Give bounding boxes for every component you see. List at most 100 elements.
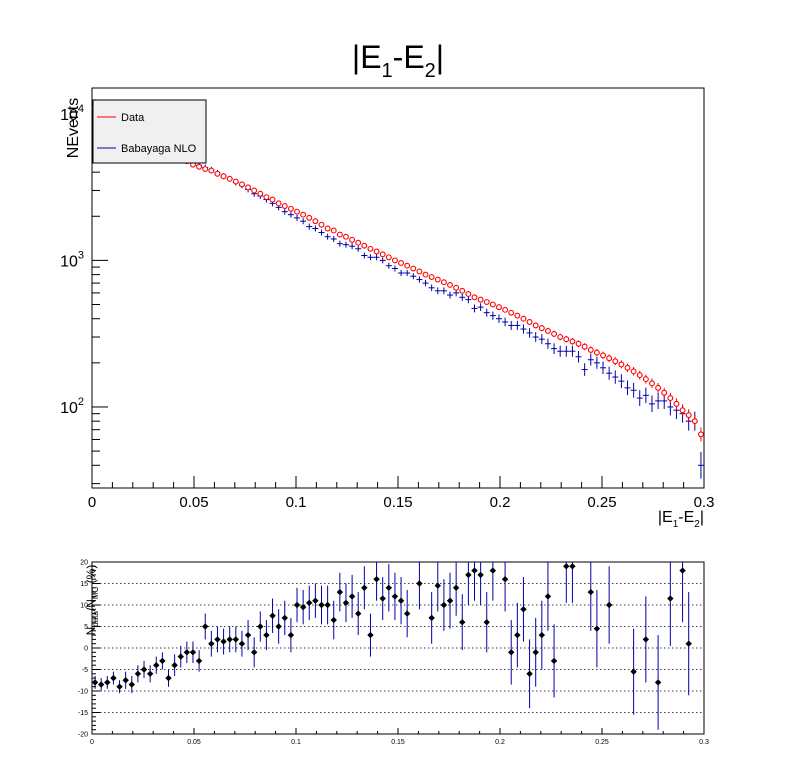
mc-point [459,293,466,301]
mc-point [489,311,496,320]
mc-point [569,345,576,357]
ratio-point-marker [532,649,539,656]
data-point [447,281,453,288]
data-point [593,348,600,357]
data-point [312,218,319,225]
data-point [649,378,655,389]
data-point-marker [655,384,662,391]
data-point-marker [269,196,276,203]
ratio-point-marker [153,662,160,669]
mc-point [697,451,704,479]
data-point [477,296,484,303]
mc-point [404,270,411,277]
data-point-marker [691,418,698,425]
ratio-point-marker [318,601,325,609]
ratio-point-marker [563,563,570,570]
ratio-point [605,566,613,644]
ratio-data-marks [91,562,692,730]
ratio-point [508,620,515,685]
data-point-marker [410,265,417,272]
ratio-point-marker [501,576,509,583]
data-point-marker [514,312,521,319]
ratio-point-marker [195,657,203,665]
mc-point [526,328,533,338]
mc-point [336,240,343,247]
ratio-point-marker [348,593,356,600]
data-point [636,370,643,380]
mc-point [532,332,539,342]
ratio-point [587,562,594,631]
data-point [275,200,282,207]
ratio-point [593,589,601,668]
data-point-marker [373,248,380,255]
data-point-marker [544,328,551,334]
mc-point [557,345,564,357]
ratio-point-marker [361,584,368,591]
chart-title: |E1-E2| [352,39,444,82]
ratio-point-marker [97,681,105,688]
data-point-marker [447,281,453,288]
mc-point [593,356,600,369]
x-tick-label: 0 [88,494,96,511]
data-point [612,357,619,366]
legend-data-label: Data [121,112,145,124]
ratio-y-tick-label: 0 [84,646,88,653]
x-tick-label: 0.1 [286,494,307,511]
data-point-marker [508,309,515,316]
mc-point [465,295,472,304]
data-point-marker [685,412,692,419]
ratio-x-tick-label: 0.2 [495,739,505,746]
ratio-point [269,598,276,633]
data-point [263,194,270,201]
data-point [502,306,509,313]
ratio-y-tick-label: -10 [78,689,88,696]
ratio-point [183,641,191,664]
ratio-point-marker [208,640,215,647]
mc-point [428,284,435,292]
data-point [526,319,533,325]
data-point-marker [489,301,496,308]
mc-point [391,265,398,272]
data-point [606,354,613,363]
data-point [232,178,239,185]
ratio-y-axis-label: Ndata/NMC (%) [84,565,100,636]
ratio-point-marker [367,631,374,639]
ratio-point-marker [593,625,601,632]
x-axis-label: |E1-E2| [658,509,704,530]
ratio-point-marker [465,571,472,579]
data-point-marker [569,338,576,345]
data-point-marker [251,187,258,194]
mc-point [483,308,490,317]
ratio-point [654,635,662,730]
ratio-point-marker [544,593,552,600]
ratio-point-marker [397,597,405,604]
ratio-point-marker [385,584,393,591]
ratio-point [367,613,374,657]
data-point-marker [257,190,264,197]
mc-point [330,235,337,242]
data-point [508,309,515,316]
mc-point [385,262,392,269]
data-point-marker [263,194,270,201]
ratio-x-tick-label: 0.15 [391,739,405,746]
ratio-point [244,620,252,651]
data-point [679,404,686,417]
mc-point [495,314,502,323]
ratio-point-marker [403,610,411,617]
data-point-marker [502,306,509,313]
ratio-point-marker [281,614,288,622]
data-point-marker [391,257,398,264]
ratio-point [146,665,154,683]
ratio-point-marker [434,582,441,589]
ratio-point-marker [116,683,123,690]
ratio-point [355,592,362,636]
data-point-marker [294,208,300,215]
ratio-point [208,630,215,657]
ratio-point-marker [538,631,546,639]
ratio-point-marker [471,567,478,574]
data-point [667,392,674,404]
ratio-point-marker [306,599,313,607]
data-point [416,268,423,275]
ratio-point [324,585,331,625]
ratio-y-tick-label: -5 [82,667,88,674]
